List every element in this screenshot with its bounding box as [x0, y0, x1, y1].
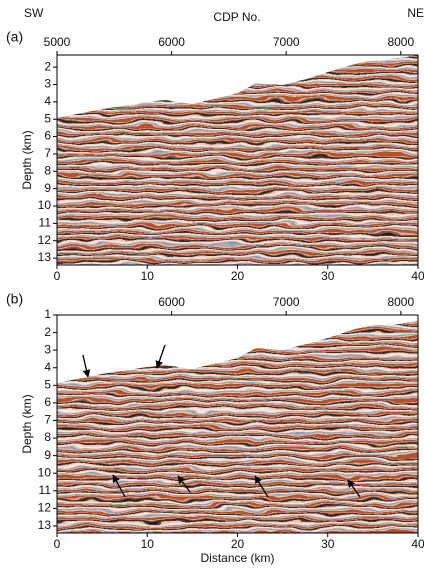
y-tick-label: 2 — [44, 325, 51, 339]
x-tick-label: 30 — [321, 537, 335, 551]
y-tick-label: 12 — [38, 233, 52, 247]
arrows — [82, 344, 361, 498]
top-tick-label: 8000 — [387, 35, 414, 49]
y-tick-label: 7 — [44, 146, 51, 160]
y-tick-label: 2 — [44, 59, 51, 73]
top-tick-label: 6000 — [158, 35, 185, 49]
panel-label: (a) — [6, 29, 23, 45]
y-tick-label: 13 — [38, 250, 52, 264]
y-tick-label: 7 — [44, 413, 51, 427]
top-axis-title: CDP No. — [213, 10, 260, 24]
y-tick-label: 4 — [44, 360, 51, 374]
top-tick-label: 5000 — [44, 35, 71, 49]
x-tick-label: 10 — [141, 269, 155, 283]
y-tick-label: 8 — [44, 430, 51, 444]
y-tick-label: 8 — [44, 163, 51, 177]
y-axis-label: Depth (km) — [20, 130, 34, 189]
y-tick-label: 4 — [44, 94, 51, 108]
y-tick-label: 9 — [44, 448, 51, 462]
y-tick-label: 6 — [44, 129, 51, 143]
x-tick-label: 10 — [141, 537, 155, 551]
y-axis-label: Depth (km) — [20, 394, 34, 453]
y-tick-label: 11 — [39, 216, 52, 230]
y-tick-label: 12 — [38, 501, 52, 515]
seismic-section-b — [57, 320, 418, 533]
seismic-section-a — [57, 55, 418, 265]
y-tick-label: 5 — [44, 377, 51, 391]
x-tick-label: 0 — [54, 537, 61, 551]
y-tick-label: 3 — [44, 77, 51, 91]
y-tick-label: 10 — [38, 465, 52, 479]
y-tick-label: 1 — [44, 307, 51, 321]
x-tick-label: 30 — [321, 269, 335, 283]
y-tick-label: 3 — [44, 342, 51, 356]
y-tick-label: 5 — [44, 111, 51, 125]
y-tick-label: 6 — [44, 395, 51, 409]
top-tick-label: 7000 — [273, 35, 300, 49]
y-tick-label: 11 — [39, 483, 52, 497]
direction-label: SW — [24, 6, 44, 20]
y-tick-label: 13 — [38, 518, 52, 532]
y-tick-label: 10 — [38, 198, 52, 212]
x-tick-label: 40 — [411, 537, 424, 551]
x-tick-label: 0 — [54, 269, 61, 283]
x-tick-label: 20 — [231, 269, 245, 283]
panel-label: (b) — [6, 291, 23, 307]
y-tick-label: 9 — [44, 181, 51, 195]
x-tick-label: 40 — [411, 269, 424, 283]
x-tick-label: 20 — [231, 537, 245, 551]
direction-label: NE — [407, 6, 424, 20]
top-tick-label: 6000 — [158, 295, 185, 309]
top-tick-label: 7000 — [273, 295, 300, 309]
x-axis-label: Distance (km) — [200, 551, 274, 565]
top-tick-label: 8000 — [387, 295, 414, 309]
